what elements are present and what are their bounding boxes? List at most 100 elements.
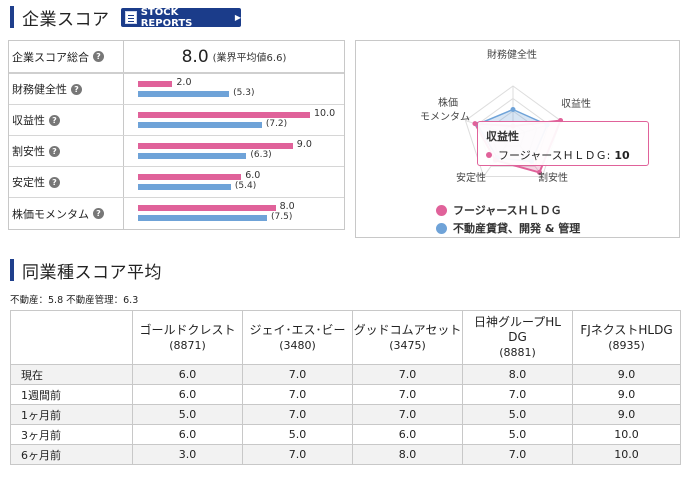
- company-score-value: 2.0: [176, 77, 192, 88]
- legend-dot-company: [436, 204, 447, 216]
- peer-column-header[interactable]: FJネクストHLDG (8935): [572, 310, 681, 365]
- help-icon[interactable]: ?: [49, 176, 60, 188]
- radar-axis-label-stability: 安定性: [456, 173, 486, 184]
- score-cell: 9.0: [572, 384, 681, 405]
- score-cell: 7.0: [352, 384, 463, 405]
- score-table: 企業スコア総合 ? 8.0 (業界平均値6.6) 財務健全性? 2.0 (5.3…: [8, 40, 345, 230]
- table-row: 現在 6.0 7.0 7.0 8.0 9.0: [10, 364, 681, 385]
- company-name-link[interactable]: FJネクストHLDG: [580, 322, 673, 337]
- company-score-bar: [138, 174, 242, 180]
- peer-column-header[interactable]: グッドコムアセット (3475): [352, 310, 463, 365]
- score-row-profitability: 収益性? 10.0 (7.2): [9, 105, 344, 136]
- radar-point-company: [472, 121, 478, 127]
- row-label: 現在: [10, 364, 133, 385]
- score-section-title: 企業スコア: [22, 9, 110, 30]
- row-label: 1ヶ月前: [10, 404, 133, 425]
- legend-label-company: フージャースＨＬＤＧ: [453, 204, 562, 217]
- score-cell: 7.0: [352, 404, 463, 425]
- stock-code: (3480): [279, 338, 316, 352]
- score-item-label: 割安性: [12, 145, 45, 158]
- score-cell: 6.0: [352, 424, 463, 445]
- tooltip-value: 10: [614, 148, 630, 162]
- company-name-link[interactable]: ゴールドクレスト: [139, 322, 236, 337]
- company-score-bar: [138, 205, 276, 211]
- industry-score-value: (7.2): [265, 119, 288, 129]
- score-cell: 9.0: [572, 404, 681, 425]
- score-cell: 10.0: [572, 424, 681, 445]
- score-item-label: 株価モメンタム: [12, 207, 89, 221]
- company-name-link-continued[interactable]: DG: [508, 330, 527, 344]
- peer-industry-note: 不動産：5.8 不動産管理：6.3: [10, 295, 139, 306]
- tooltip-series-dot: [486, 152, 492, 158]
- peer-table-header-row: ゴールドクレスト (8871) ジェイ･エス･ビー (3480) グッドコムアセット…: [10, 310, 681, 365]
- stock-reports-label: STOCK REPORTS: [140, 6, 193, 29]
- total-score-label: 企業スコア総合: [12, 50, 89, 64]
- radar-axis-label-profitability: 収益性: [561, 99, 591, 110]
- company-name-link[interactable]: グッドコムアセット: [353, 322, 462, 337]
- score-cell: 6.0: [132, 424, 243, 445]
- industry-score-value: (5.3): [233, 88, 255, 98]
- radar-point-company: [536, 169, 542, 175]
- industry-score-value: (7.5): [271, 212, 293, 222]
- industry-score-bar: [138, 184, 231, 190]
- stock-reports-button[interactable]: STOCK REPORTS ▶: [121, 6, 241, 29]
- total-score-row: 企業スコア総合 ? 8.0 (業界平均値6.6): [9, 41, 344, 74]
- score-item-label: 安定性: [12, 176, 45, 189]
- legend-item-company[interactable]: フージャースＨＬＤＧ: [436, 202, 562, 218]
- company-score-value: 9.0: [296, 139, 312, 150]
- table-row: 6ヶ月前 3.0 7.0 8.0 7.0 10.0: [10, 444, 681, 465]
- score-cell: 5.0: [462, 404, 573, 425]
- help-icon[interactable]: ?: [93, 208, 104, 219]
- peer-section-header: 同業種スコア平均: [10, 258, 162, 283]
- table-row: 1ヶ月前 5.0 7.0 7.0 5.0 9.0: [10, 404, 681, 425]
- company-score-value: 10.0: [314, 108, 336, 119]
- score-cell: 7.0: [242, 364, 353, 385]
- company-name-link[interactable]: 日神グループHL: [474, 315, 561, 329]
- score-cell: 10.0: [572, 444, 681, 465]
- score-cell: 7.0: [462, 384, 573, 405]
- industry-score-bar: [138, 153, 247, 159]
- legend-dot-industry: [436, 222, 447, 234]
- section-accent-bar: [10, 6, 14, 28]
- score-row-financial-health: 財務健全性? 2.0 (5.3): [9, 74, 344, 105]
- score-row-undervaluation: 割安性? 9.0 (6.3): [9, 136, 344, 167]
- chevron-right-icon: ▶: [234, 13, 241, 22]
- row-label: 1週間前: [10, 384, 133, 405]
- stock-code: (8881): [499, 346, 536, 359]
- peer-column-header[interactable]: 日神グループHL DG (8881): [462, 310, 573, 365]
- help-icon[interactable]: ?: [49, 145, 60, 157]
- score-cell: 7.0: [352, 364, 463, 385]
- company-name-link[interactable]: ジェイ･エス･ビー: [249, 322, 346, 337]
- peer-section-title: 同業種スコア平均: [22, 262, 162, 283]
- peer-column-header[interactable]: ジェイ･エス･ビー (3480): [242, 310, 353, 365]
- score-cell: 5.0: [242, 424, 353, 445]
- legend-label-industry: 不動産賃貸、開発 & 管理: [453, 222, 581, 235]
- total-score-value: 8.0: [181, 46, 209, 67]
- score-cell: 5.0: [462, 424, 573, 445]
- radar-axis-label-momentum-1: 株価: [438, 98, 458, 109]
- score-cell: 7.0: [242, 444, 353, 465]
- row-label: 3ヶ月前: [10, 424, 133, 445]
- score-cell: 3.0: [132, 444, 243, 465]
- score-cell: 7.0: [242, 384, 353, 405]
- score-cell: 5.0: [132, 404, 243, 425]
- radar-axis-label-undervaluation: 割安性: [538, 173, 568, 184]
- industry-average-text: (業界平均値6.6): [212, 53, 287, 64]
- stock-code: (3475): [389, 338, 426, 352]
- peer-column-header[interactable]: ゴールドクレスト (8871): [132, 310, 243, 365]
- score-row-stability: 安定性? 6.0 (5.4): [9, 167, 344, 198]
- radar-axis-label-momentum-2: モメンタム: [420, 112, 470, 123]
- help-icon[interactable]: ?: [93, 51, 104, 62]
- score-cell: 9.0: [572, 364, 681, 385]
- score-item-label: 財務健全性: [12, 83, 67, 96]
- total-score-value-cell: 8.0 (業界平均値6.6): [124, 41, 344, 72]
- document-icon: [125, 11, 137, 24]
- score-cell: 6.0: [132, 384, 243, 405]
- help-icon[interactable]: ?: [49, 114, 60, 126]
- industry-score-value: (5.4): [234, 181, 257, 191]
- help-icon[interactable]: ?: [71, 83, 82, 95]
- radar-axis-label-financial-health: 財務健全性: [487, 50, 537, 61]
- legend-item-industry[interactable]: 不動産賃貸、開発 & 管理: [436, 220, 580, 236]
- radar-chart-panel: 財務健全性 収益性 割安性 安定性 株価 モメンタム 収益性 フージャースＨＬＤ…: [355, 40, 680, 238]
- company-score-value: 8.0: [279, 201, 295, 212]
